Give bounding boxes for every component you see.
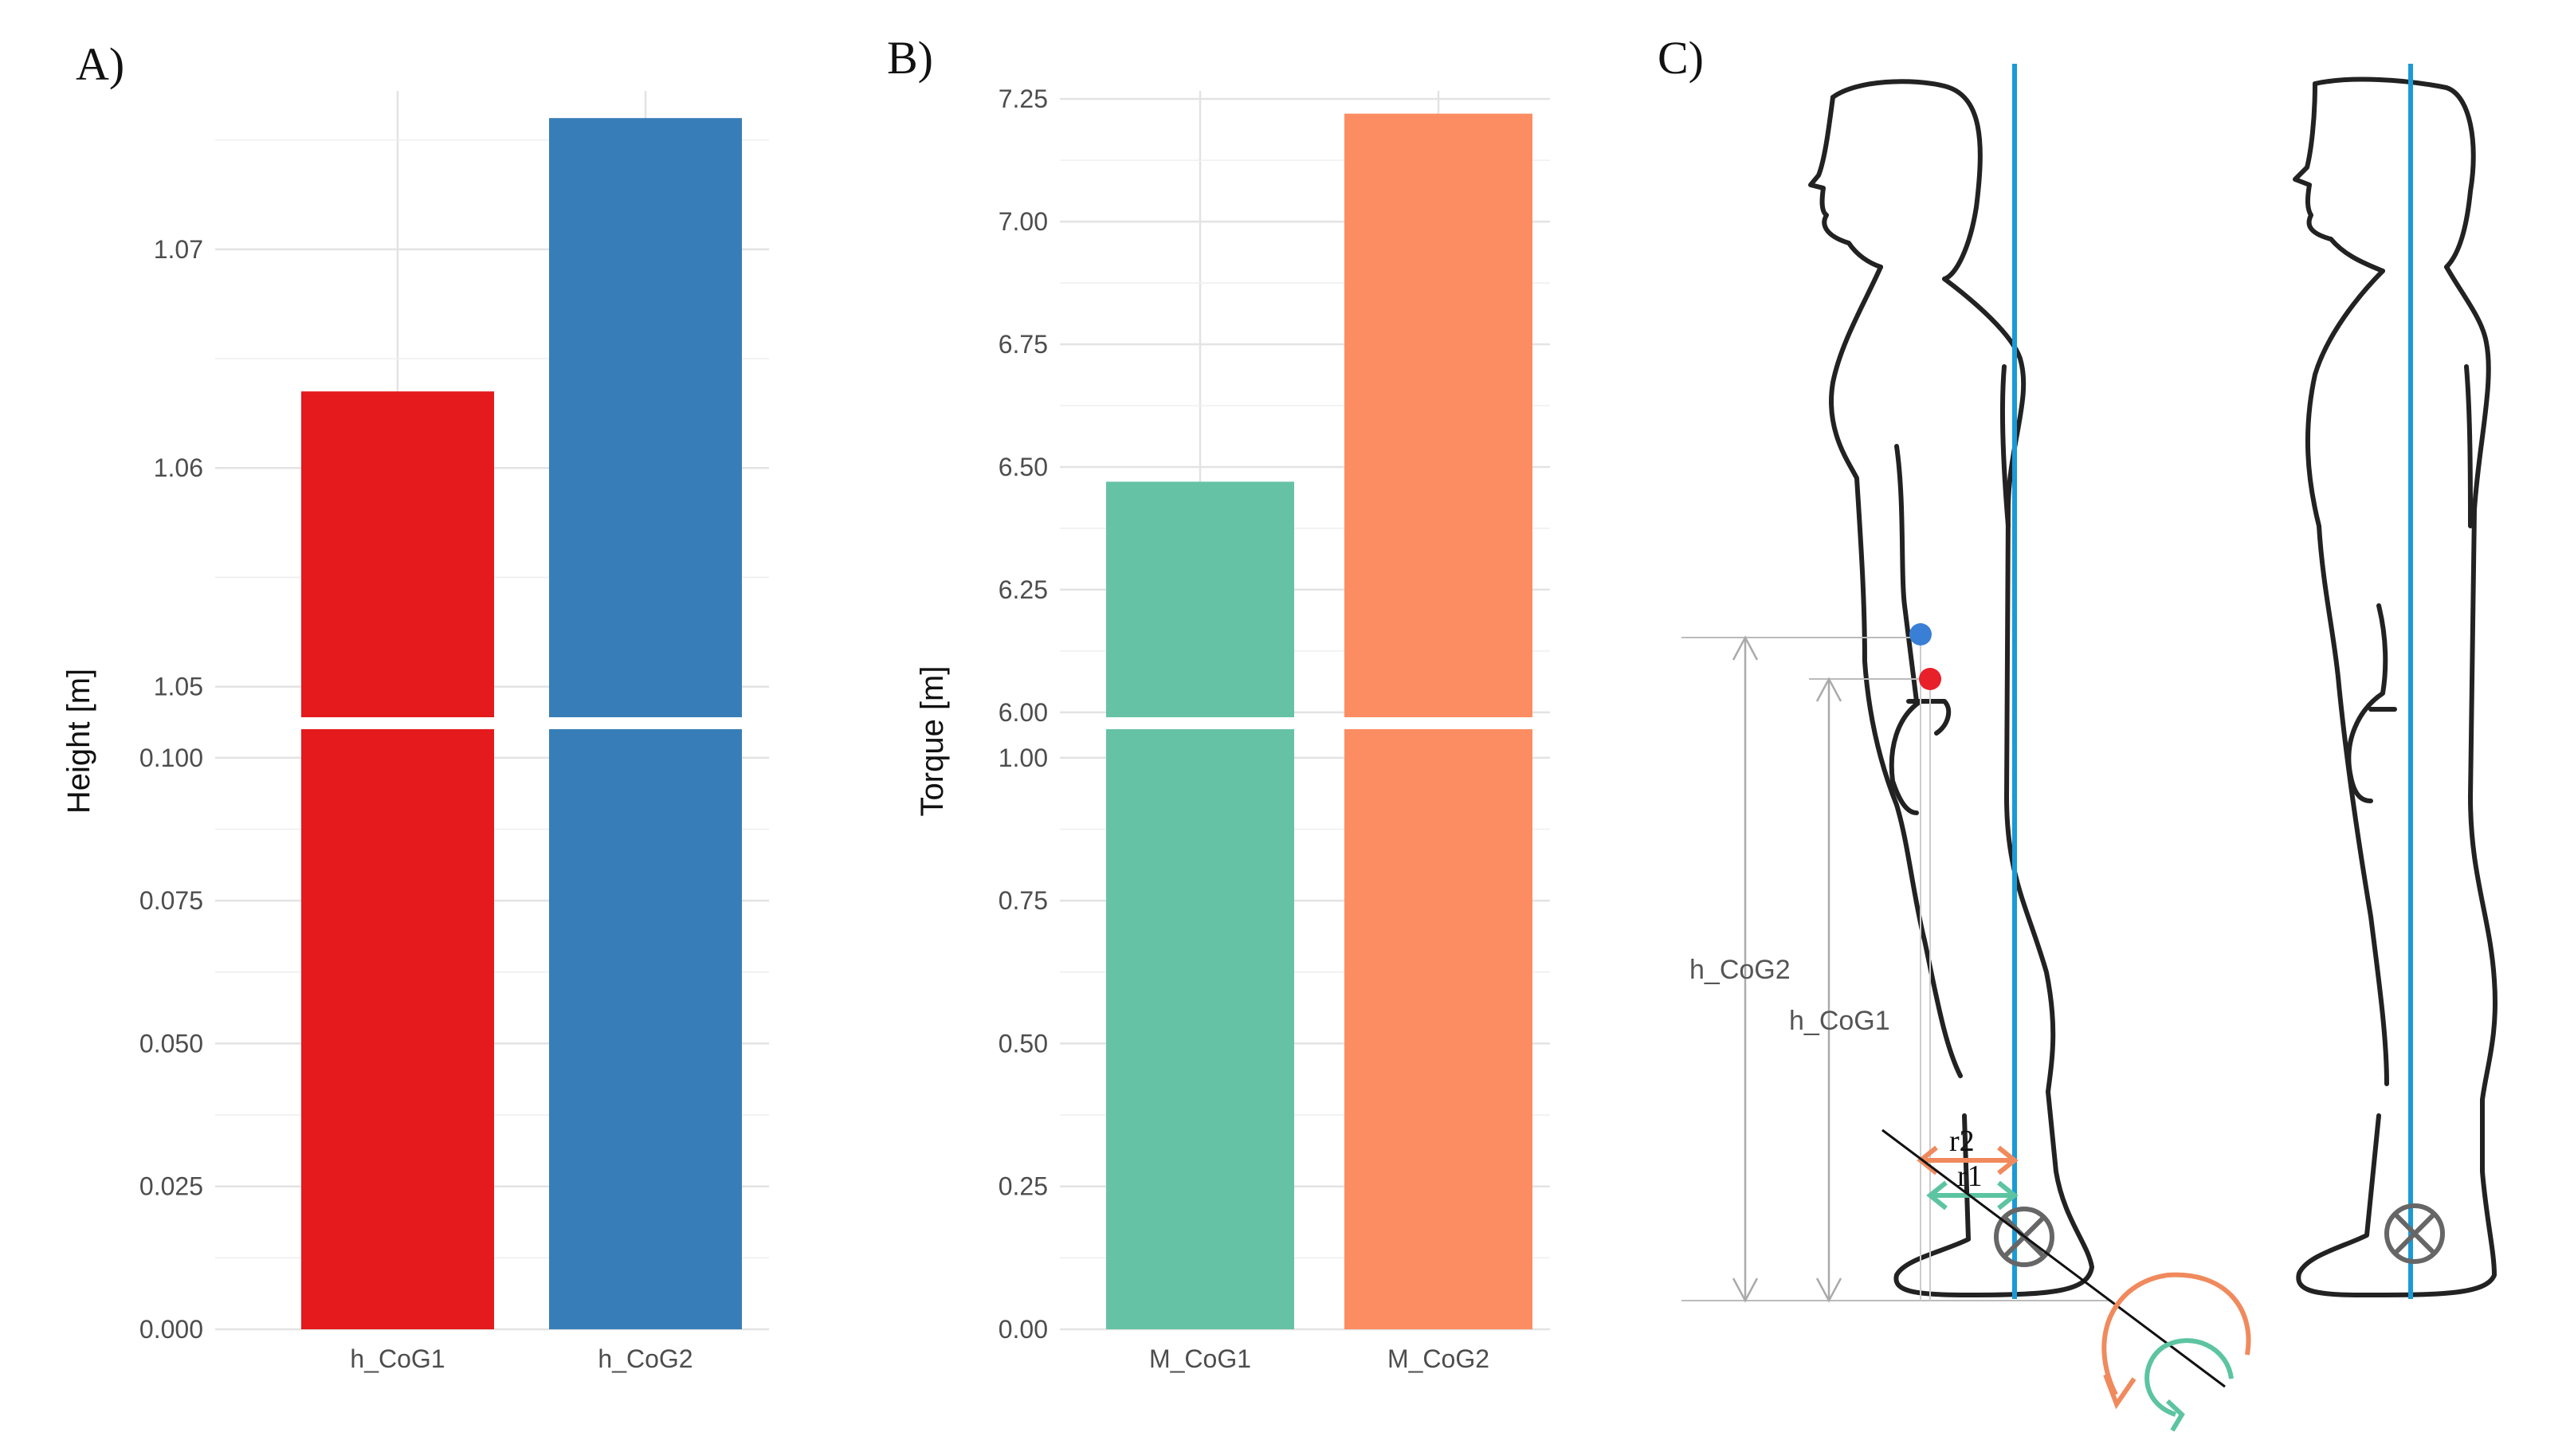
- rotation-arrow-orange: [2101, 1272, 2251, 1410]
- panel-a-axis-break: [211, 717, 773, 729]
- h-cog1-label: h_CoG1: [1789, 1006, 1890, 1036]
- panel-a-tick-label: 1.06: [154, 453, 203, 482]
- panel-c-posture-diagram: C): [1658, 32, 2497, 1432]
- r1-label: r1: [1957, 1160, 1983, 1193]
- panel-b-label: B): [887, 32, 933, 84]
- ankle-joint-icon: [2384, 1203, 2445, 1264]
- cog-height-dimensions: [1681, 635, 1931, 1303]
- panel-b-tick-label: 0.25: [999, 1172, 1048, 1201]
- h-cog2-label: h_CoG2: [1689, 955, 1791, 985]
- panel-b-tick-label: 6.75: [999, 330, 1048, 359]
- panel-a-ticks: 0.000 0.025 0.050 0.075 0.100 1.05 1.06 1.07: [139, 235, 203, 1344]
- panel-a-tick-label: 0.000: [139, 1315, 203, 1344]
- panel-b-axis-break: [1056, 717, 1554, 729]
- r1-arrow: [1926, 1180, 2019, 1211]
- panel-b-tick-label: 0.50: [999, 1029, 1048, 1058]
- panel-b-tick-label: 7.00: [999, 207, 1048, 236]
- panel-b-tick-label: 7.25: [999, 84, 1048, 113]
- cog1-point: [1919, 668, 1941, 690]
- panel-a-height-chart: A) 0.000 0.025 0.050 0.075 0.100 1.05 1.06 1.07…: [61, 38, 773, 1373]
- panel-a-bar-upper-h_CoG1: [301, 391, 494, 717]
- panel-b-bar-upper-M_CoG2: [1344, 113, 1532, 717]
- panel-b-bar-lower-M_CoG1: [1106, 729, 1294, 1329]
- panel-b-ticks: 0.00 0.25 0.50 0.75 1.00 6.00 6.25 6.50 6.75 7.00…: [999, 84, 1048, 1344]
- panel-a-tick-label: 1.05: [154, 673, 203, 701]
- panel-a-bar-upper-h_CoG2: [549, 118, 742, 718]
- panel-b-tick-label: 6.00: [999, 698, 1048, 727]
- panel-b-torque-chart: B) 0.00 0.25 0.50 0.75 1.00 6.00 6.25 6.50 6.75 7…: [887, 32, 1554, 1373]
- r2-arrow: [1917, 1145, 2019, 1175]
- panel-a-category-label: h_CoG2: [598, 1344, 693, 1373]
- panel-a-tick-label: 0.050: [139, 1029, 203, 1058]
- panel-a-label: A): [76, 38, 124, 90]
- panel-a-tick-label: 0.075: [139, 886, 203, 915]
- r2-label: r2: [1949, 1124, 1975, 1158]
- panel-a-y-axis-label: Height [m]: [61, 669, 96, 814]
- rotation-arrow-green: [2144, 1338, 2234, 1432]
- panel-b-bars: [1056, 113, 1554, 1329]
- panel-b-category-label: M_CoG1: [1149, 1344, 1251, 1373]
- cog2-point: [1909, 623, 1932, 646]
- panel-b-bar-upper-M_CoG1: [1106, 481, 1294, 717]
- panel-a-bar-lower-h_CoG2: [549, 729, 742, 1329]
- panel-b-bar-lower-M_CoG2: [1344, 729, 1532, 1329]
- panel-b-tick-label: 0.75: [999, 886, 1048, 915]
- panel-b-tick-label: 0.00: [999, 1315, 1048, 1344]
- panel-a-tick-label: 0.025: [139, 1172, 203, 1201]
- panel-a-tick-label: 1.07: [154, 235, 203, 264]
- panel-b-tick-label: 6.25: [999, 575, 1048, 604]
- panel-a-category-label: h_CoG1: [350, 1344, 445, 1373]
- upright-figure-outline: [2293, 77, 2497, 1297]
- panel-a-bars: [211, 118, 773, 1329]
- panel-a-tick-label: 0.100: [139, 744, 203, 772]
- panel-a-bar-lower-h_CoG1: [301, 729, 494, 1329]
- panel-b-tick-label: 6.50: [999, 453, 1048, 481]
- leaning-figure-outline: [1808, 79, 2094, 1297]
- panel-c-label: C): [1658, 32, 1704, 84]
- panel-b-y-axis-label: Torque [m]: [915, 666, 950, 817]
- panel-b-tick-label: 1.00: [999, 744, 1048, 772]
- panel-b-category-label: M_CoG2: [1387, 1344, 1489, 1373]
